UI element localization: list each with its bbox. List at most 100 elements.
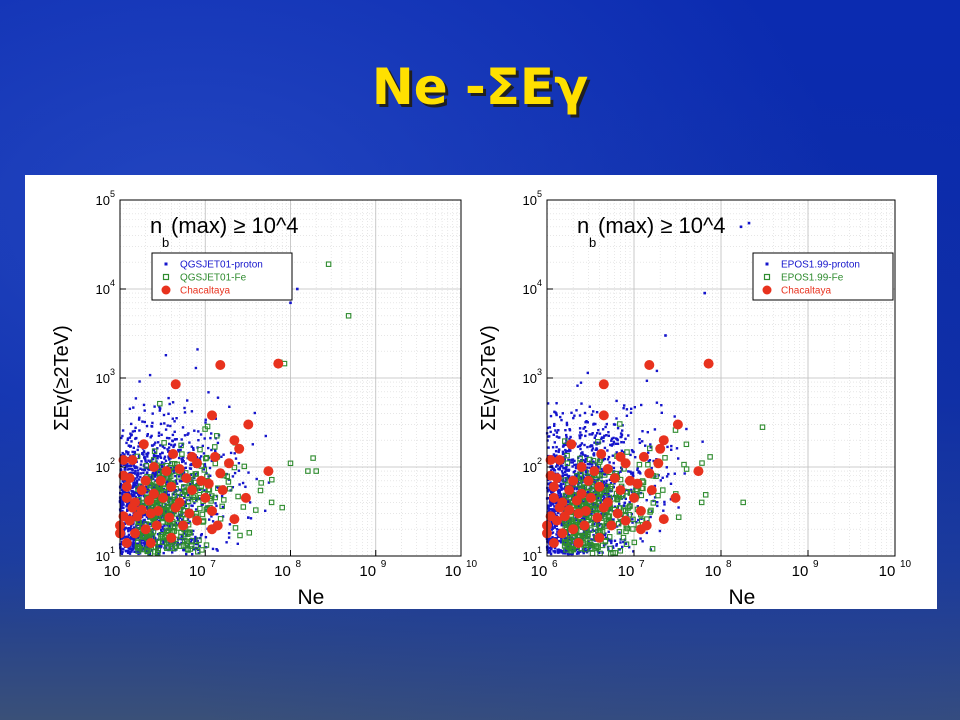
proton-point xyxy=(182,548,185,552)
fe-point xyxy=(587,541,594,548)
proton-point xyxy=(267,481,271,484)
proton-point xyxy=(554,513,557,516)
proton-point xyxy=(575,409,578,412)
proton-point xyxy=(608,478,611,482)
proton-point xyxy=(619,538,622,541)
proton-point xyxy=(602,482,605,485)
proton-point xyxy=(159,452,162,456)
chacaltaya-point xyxy=(632,478,643,489)
proton-point xyxy=(135,537,138,540)
proton-point xyxy=(556,530,559,533)
fe-point xyxy=(253,507,259,513)
proton-point xyxy=(191,552,194,556)
proton-point xyxy=(568,533,571,537)
proton-point xyxy=(251,443,254,446)
proton-point xyxy=(598,470,602,473)
proton-point xyxy=(659,479,662,482)
proton-point xyxy=(579,381,583,384)
proton-point xyxy=(578,550,582,553)
proton-point xyxy=(602,480,606,483)
proton-point xyxy=(189,540,193,543)
proton-point xyxy=(145,461,149,465)
proton-point xyxy=(627,489,630,492)
fe-point xyxy=(610,496,617,502)
proton-point xyxy=(611,454,614,457)
fe-point xyxy=(638,517,645,524)
chacaltaya-point xyxy=(187,485,197,496)
proton-point xyxy=(596,432,599,435)
proton-point xyxy=(632,450,635,454)
proton-point xyxy=(147,451,150,455)
proton-point xyxy=(121,509,124,513)
chacaltaya-point xyxy=(130,528,140,539)
proton-point xyxy=(172,445,175,449)
proton-point xyxy=(604,536,608,539)
proton-point xyxy=(132,464,135,467)
proton-point xyxy=(647,460,650,463)
proton-point xyxy=(163,446,166,450)
proton-point xyxy=(571,465,574,468)
chacaltaya-point xyxy=(545,455,556,465)
proton-point xyxy=(564,480,567,483)
fe-point xyxy=(226,485,233,492)
proton-point xyxy=(580,478,583,481)
proton-point xyxy=(598,432,602,435)
chacaltaya-point xyxy=(609,473,620,484)
fe-point xyxy=(662,455,668,461)
proton-point xyxy=(575,519,578,522)
x-tick-label: 10 xyxy=(705,563,722,580)
proton-point xyxy=(128,436,132,439)
chacaltaya-point xyxy=(207,410,217,421)
x-tick-label: 10 xyxy=(531,563,548,580)
proton-point xyxy=(558,551,561,554)
fe-point xyxy=(165,528,172,534)
proton-point xyxy=(181,426,185,429)
proton-point xyxy=(667,472,670,476)
proton-point xyxy=(549,503,552,507)
proton-point xyxy=(568,437,571,441)
fe-point xyxy=(649,546,656,552)
proton-point xyxy=(568,448,571,451)
chacaltaya-point xyxy=(571,495,582,506)
proton-point xyxy=(137,454,141,458)
fe-point xyxy=(156,539,162,546)
proton-point xyxy=(126,551,130,554)
proton-point xyxy=(154,471,157,475)
proton-point xyxy=(614,442,618,445)
fe-point xyxy=(162,508,169,515)
proton-point xyxy=(131,537,134,540)
proton-point xyxy=(183,411,187,414)
fe-point xyxy=(660,487,666,493)
proton-point xyxy=(592,410,595,413)
proton-point xyxy=(605,422,608,426)
proton-point xyxy=(175,482,179,485)
fe-point xyxy=(594,544,600,550)
proton-point xyxy=(675,447,679,450)
proton-point xyxy=(145,515,149,518)
proton-point xyxy=(169,424,172,428)
proton-point xyxy=(592,529,596,532)
proton-point xyxy=(125,505,128,508)
series-Chacaltaya xyxy=(115,358,284,548)
proton-point xyxy=(603,484,606,487)
proton-point xyxy=(592,533,595,537)
fe-point xyxy=(164,504,170,511)
proton-point xyxy=(156,447,159,450)
proton-point xyxy=(622,540,625,544)
proton-point xyxy=(554,429,557,432)
proton-point xyxy=(625,414,629,417)
fe-point xyxy=(620,534,627,541)
proton-point xyxy=(620,466,623,469)
fe-point xyxy=(203,455,209,462)
proton-point xyxy=(571,552,574,556)
chacaltaya-point xyxy=(693,466,704,477)
chacaltaya-point xyxy=(594,532,605,543)
proton-point xyxy=(146,455,149,458)
proton-point xyxy=(620,449,624,452)
annotation-n: n xyxy=(577,213,589,238)
fe-point xyxy=(595,439,601,445)
chacaltaya-point xyxy=(240,492,251,503)
chacaltaya-point xyxy=(629,492,639,503)
proton-point xyxy=(192,446,195,450)
proton-point xyxy=(138,503,141,506)
